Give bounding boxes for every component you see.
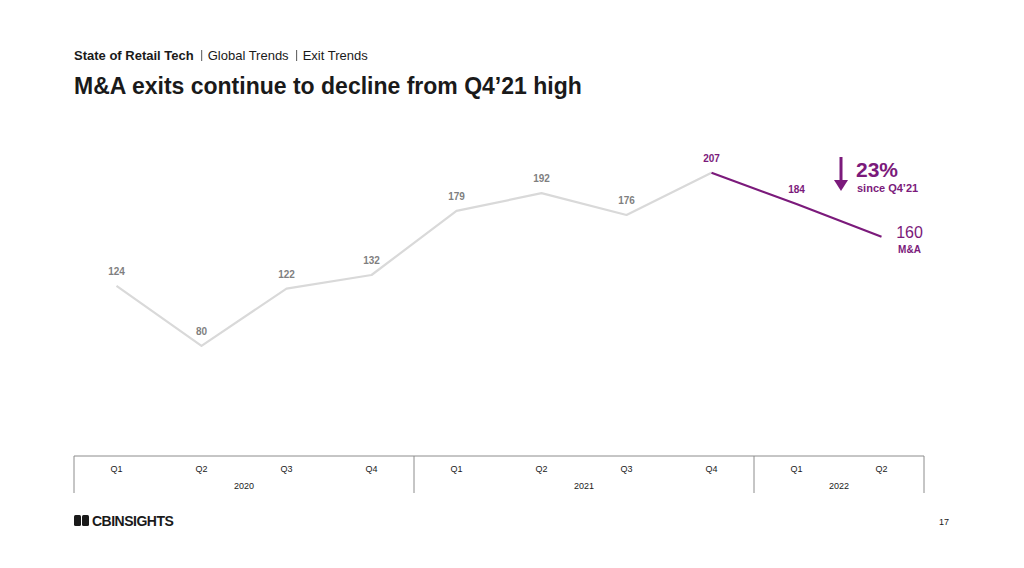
logo-icon (74, 515, 81, 526)
group-divider (74, 456, 75, 493)
x-tick-label: Q4 (705, 464, 717, 474)
logo: CBINSIGHTS (74, 513, 174, 529)
breadcrumb-item: Exit Trends (303, 48, 369, 63)
logo-text: CBINSIGHTS (92, 513, 174, 529)
title: M&A exits continue to decline from Q4’21… (74, 73, 582, 99)
data-label: 80 (196, 326, 208, 337)
annotation-text: since Q4’21 (857, 182, 918, 194)
x-group-label: 2021 (574, 481, 594, 491)
data-label: 207 (703, 153, 720, 164)
group-divider (924, 456, 925, 493)
x-axis-line (74, 456, 924, 457)
x-tick-label: Q2 (875, 464, 887, 474)
data-label: 192 (533, 173, 550, 184)
series-label: M&A (898, 244, 921, 255)
group-divider (414, 456, 415, 493)
data-label: 122 (278, 269, 295, 280)
x-axis: Q1 Q2 Q3 Q4 Q1 Q2 Q3 Q4 Q1 Q2 2020 2021 2022 (74, 456, 924, 493)
breadcrumb-separator (201, 50, 202, 61)
x-tick-label: Q4 (365, 464, 377, 474)
background (0, 0, 1024, 568)
annotation-arrow-shaft (840, 157, 843, 181)
x-tick-label: Q1 (790, 464, 802, 474)
x-tick-label: Q3 (280, 464, 292, 474)
breadcrumb-item: Global Trends (208, 48, 289, 63)
annotation-text: 23% (856, 158, 898, 181)
annotation: 23%since Q4’21 (834, 157, 918, 194)
x-group-label: 2022 (829, 481, 849, 491)
data-label: 160 (896, 224, 923, 241)
annotation-arrow-head (834, 180, 848, 191)
x-group-label: 2020 (234, 481, 254, 491)
x-tick-label: Q1 (450, 464, 462, 474)
breadcrumb-item: State of Retail Tech (74, 48, 194, 63)
line-segment (712, 173, 882, 237)
data-label: 132 (363, 255, 380, 266)
line-group (117, 173, 882, 346)
data-label: 184 (788, 184, 805, 195)
group-divider (754, 456, 755, 493)
data-label: 176 (618, 195, 635, 206)
data-label: 179 (448, 191, 465, 202)
x-tick-label: Q1 (110, 464, 122, 474)
x-tick-label: Q2 (195, 464, 207, 474)
breadcrumb-separator (296, 50, 297, 61)
data-label: 124 (108, 266, 125, 277)
line-segment (117, 173, 712, 346)
logo-icon (82, 515, 89, 526)
chart: State of Retail Tech Global Trends Exit Tr… (0, 0, 1024, 568)
page-number: 17 (939, 517, 949, 527)
x-tick-label: Q2 (535, 464, 547, 474)
x-tick-label: Q3 (620, 464, 632, 474)
